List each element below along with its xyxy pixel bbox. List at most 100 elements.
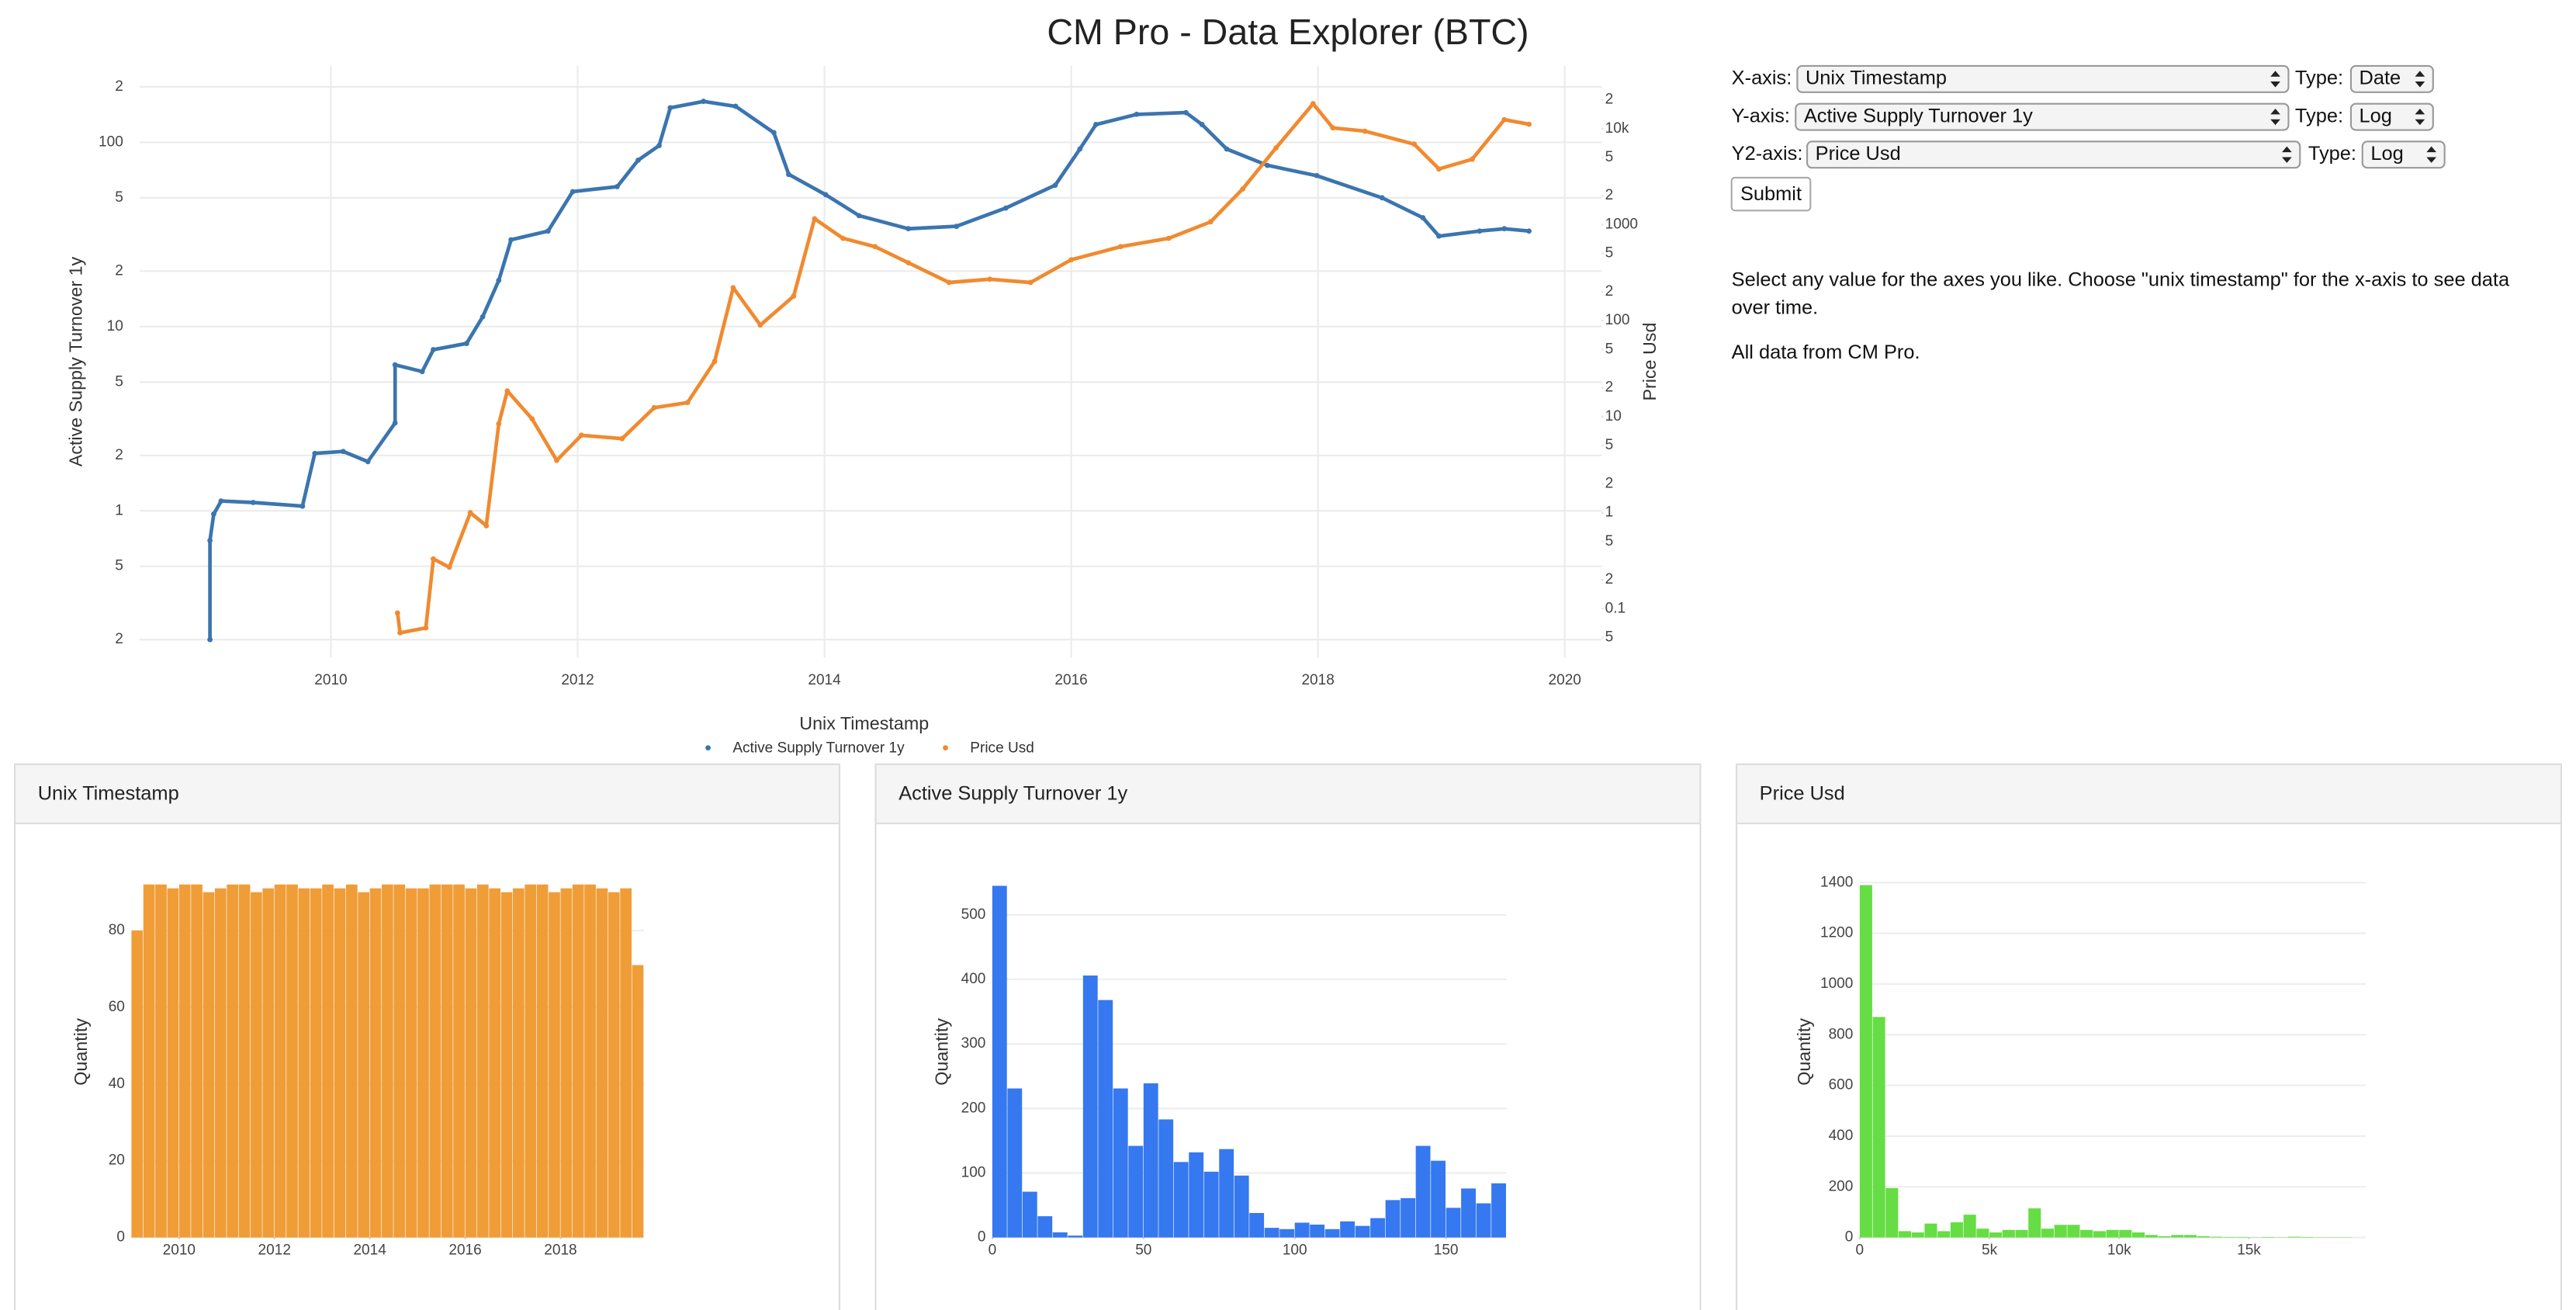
data-point (712, 359, 718, 365)
y2-tick-label: 5 (1605, 245, 1614, 262)
histogram-bar (1340, 1221, 1356, 1238)
series-trace (396, 102, 1530, 635)
y-tick-label: 0 (978, 1229, 986, 1246)
histogram-bar (536, 884, 549, 1238)
type-select-value: Log (2370, 143, 2403, 165)
y-tick-label: 2 (115, 78, 123, 95)
data-point (545, 228, 551, 234)
y2-tick-label: 2 (1605, 379, 1614, 396)
data-point (1526, 121, 1532, 127)
histogram-bar (334, 888, 346, 1238)
histogram-bar (2171, 1235, 2184, 1238)
histogram-bar (2223, 1236, 2236, 1238)
type-select[interactable] (2349, 64, 2434, 93)
data-point (872, 244, 878, 250)
select-arrows (2426, 146, 2437, 163)
data-point (1470, 156, 1475, 162)
x-tick-label: 2010 (314, 672, 347, 688)
y2-tick-label: 5 (1605, 533, 1614, 549)
x-tick-label: 2018 (1301, 672, 1334, 688)
histogram-bar (513, 888, 525, 1238)
y2-tick-label: 10k (1605, 120, 1629, 137)
histogram-bar (525, 884, 537, 1238)
histogram-bar (560, 888, 573, 1238)
histogram-bar (500, 892, 513, 1238)
axis-select-value: Price Usd (1816, 143, 1901, 165)
histogram-bar (417, 888, 429, 1238)
histogram-bar (1937, 1231, 1951, 1238)
x-tick-label: 10k (2107, 1242, 2131, 1259)
select-arrows (2270, 71, 2280, 88)
x-tick-label: 0 (989, 1242, 997, 1259)
histogram-bar (1143, 1083, 1158, 1238)
histogram-bar (262, 888, 275, 1238)
data-point (578, 432, 584, 438)
data-point (496, 421, 502, 427)
histogram-bar (1158, 1119, 1174, 1238)
histogram-bar (1249, 1213, 1265, 1238)
y2-tick-label: 100 (1605, 312, 1630, 328)
x-tick-label: 150 (1434, 1242, 1459, 1259)
histogram-bar (1911, 1232, 1924, 1238)
y-tick-label: 0 (116, 1229, 125, 1246)
description-text: Select any value for the axes you like. … (1732, 266, 2530, 366)
type-label: Type: (2295, 105, 2343, 126)
histogram-bar (1279, 1229, 1295, 1238)
y-axis-title: Quantity (71, 1018, 91, 1086)
histogram-bar (155, 884, 167, 1238)
data-point (619, 435, 625, 442)
histogram-bar (2210, 1236, 2223, 1238)
data-point (701, 99, 707, 104)
panel-header (1735, 763, 2563, 825)
y2-tick-label: 5 (1605, 437, 1614, 453)
type-select[interactable] (2349, 102, 2434, 131)
data-point (397, 630, 403, 636)
y2-tick-label: 5 (1605, 341, 1614, 357)
legend-swatch (943, 745, 948, 751)
y-tick-label: 0 (1845, 1229, 1854, 1246)
y-tick-label: 400 (961, 971, 986, 987)
histogram-bar (178, 884, 191, 1238)
histogram-bar (1431, 1160, 1446, 1238)
axis-select[interactable] (1806, 140, 2301, 169)
data-point (1436, 166, 1442, 172)
data-point (1027, 279, 1034, 286)
histogram-bar (1385, 1200, 1401, 1238)
histogram-bar (2054, 1225, 2067, 1238)
histogram-bar (2183, 1235, 2197, 1238)
histogram-bar (1113, 1088, 1128, 1238)
y-tick-label: 5 (115, 373, 123, 390)
histogram-bar (2067, 1225, 2080, 1238)
y-tick-label: 200 (961, 1100, 986, 1116)
histogram-bar (2028, 1208, 2041, 1238)
y2-tick-label: 2 (1605, 92, 1614, 108)
page-title: CM Pro - Data Explorer (BTC) (1047, 12, 1529, 52)
y-tick-label: 40 (109, 1076, 125, 1092)
data-point (1436, 233, 1442, 239)
submit-label: Submit (1740, 183, 1802, 205)
data-point (1526, 228, 1532, 234)
data-point (1501, 226, 1508, 232)
histogram-bar (1068, 1235, 1083, 1238)
x-tick-label: 50 (1135, 1242, 1151, 1259)
y-tick-label: 200 (1829, 1178, 1854, 1194)
data-point (431, 556, 436, 562)
type-select[interactable] (2361, 140, 2446, 169)
data-point (419, 369, 425, 375)
histogram-bar (489, 888, 501, 1238)
data-point (856, 213, 862, 219)
submit-button[interactable] (1730, 176, 1812, 212)
histogram-bar (382, 884, 393, 1238)
histogram-bar (596, 888, 608, 1238)
y2-tick-label: 1000 (1605, 216, 1638, 232)
data-point (392, 420, 398, 426)
histogram-bar (1294, 1222, 1310, 1238)
y-axis-title: Quantity (1794, 1018, 1814, 1086)
axis-select[interactable] (1795, 102, 2290, 131)
data-point (1314, 172, 1320, 178)
axis-select[interactable] (1796, 64, 2290, 93)
histogram-bar (1989, 1232, 2003, 1238)
type-select-value: Date (2360, 68, 2401, 89)
